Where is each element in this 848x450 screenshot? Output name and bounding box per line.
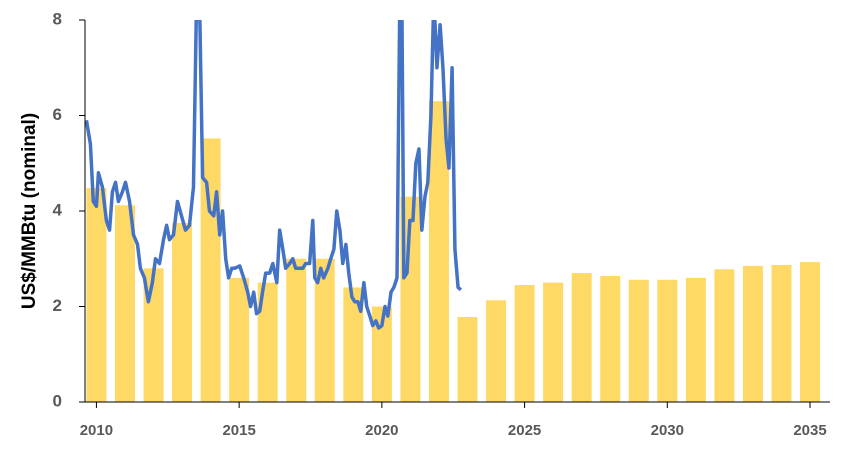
x-tick-label: 2025 [508, 422, 541, 439]
bar [771, 264, 792, 402]
price-line [85, 20, 463, 330]
bar [685, 277, 706, 402]
y-tick-label: 6 [53, 105, 62, 124]
bar [657, 279, 678, 402]
x-tick-label: 2020 [365, 422, 398, 439]
y-tick-label: 4 [53, 200, 63, 219]
bar [428, 101, 449, 403]
bar [86, 188, 107, 402]
bar [543, 282, 564, 402]
x-tick-label: 2010 [80, 422, 113, 439]
bar [114, 205, 135, 402]
bar [314, 258, 335, 402]
bar [343, 287, 364, 402]
bar [229, 277, 250, 402]
y-axis-label: US$/MMBtu (nominal) [19, 113, 40, 309]
bar [172, 222, 193, 402]
bar [714, 269, 735, 402]
bar [600, 275, 621, 402]
x-tick-label: 2035 [793, 422, 826, 439]
bar [514, 285, 535, 402]
bar [400, 196, 421, 402]
bar [257, 282, 278, 402]
bar [486, 300, 507, 402]
y-tick-label: 2 [53, 296, 62, 315]
bar [571, 273, 592, 402]
bar [457, 317, 478, 402]
x-tick-label: 2030 [651, 422, 684, 439]
bar [742, 265, 763, 402]
bar [286, 258, 307, 402]
y-tick-label: 8 [53, 9, 62, 28]
bar [628, 279, 649, 402]
x-tick-label: 2015 [222, 422, 255, 439]
bar [371, 306, 392, 402]
y-tick-label: 0 [53, 391, 62, 410]
bar [800, 262, 821, 402]
